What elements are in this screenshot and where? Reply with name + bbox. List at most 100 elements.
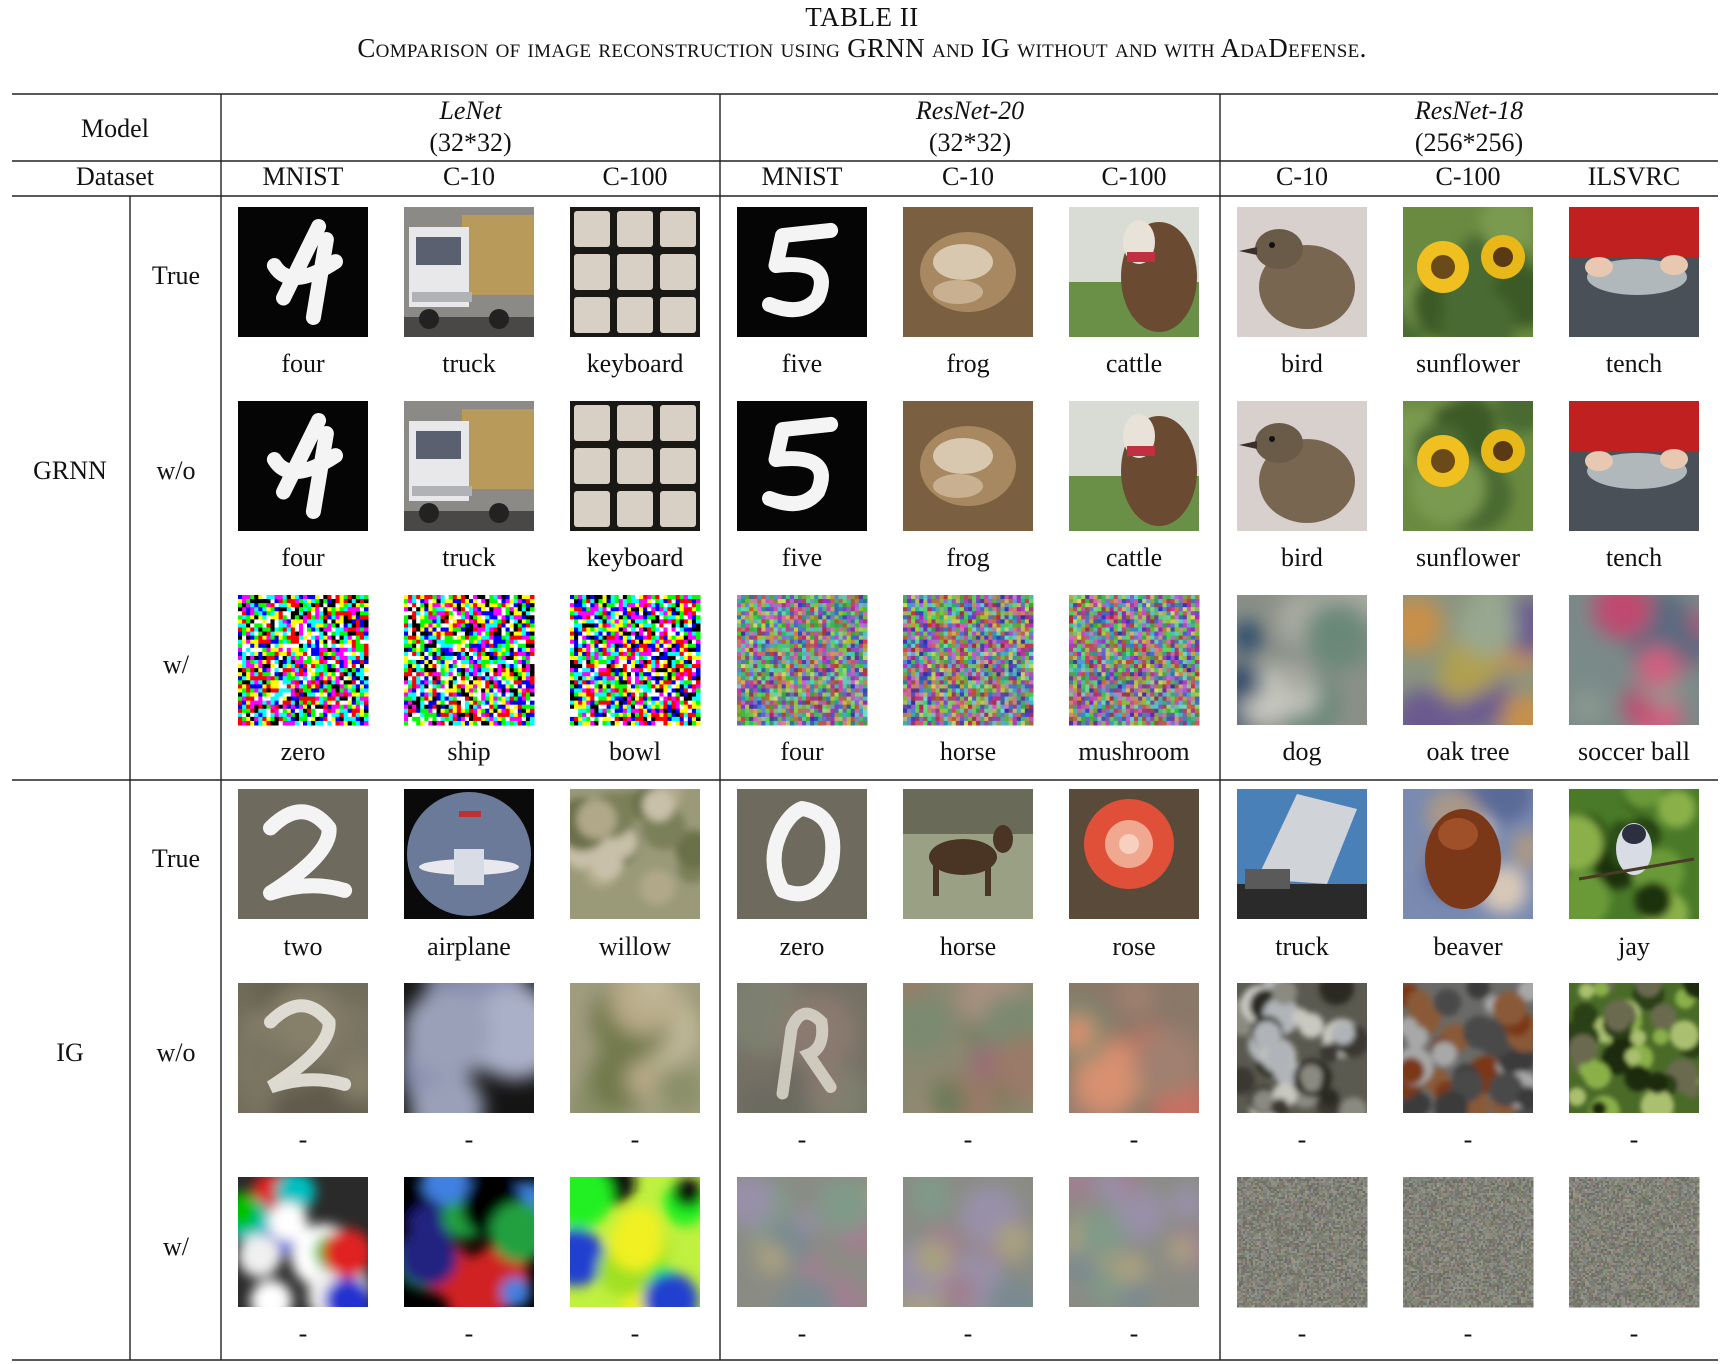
predicted-label: cattle — [1106, 349, 1162, 378]
predicted-label: keyboard — [587, 543, 684, 572]
reconstruction-image — [1069, 207, 1199, 337]
predicted-label: mushroom — [1078, 737, 1189, 766]
setting-label: w/o — [157, 456, 196, 485]
attack-method-label: IG — [56, 1038, 83, 1067]
reconstruction-image — [404, 983, 534, 1113]
predicted-label: oak tree — [1426, 737, 1509, 766]
table-number: TABLE II — [805, 2, 919, 32]
reconstruction-image — [737, 789, 867, 919]
reconstruction-image — [1569, 207, 1699, 337]
reconstruction-image — [1403, 401, 1533, 531]
dataset-name: C-100 — [1102, 162, 1167, 191]
predicted-label: zero — [281, 737, 326, 766]
predicted-label: - — [631, 1319, 640, 1348]
reconstruction-image — [903, 207, 1033, 337]
predicted-label: bird — [1281, 543, 1323, 572]
reconstruction-image — [1237, 1177, 1368, 1308]
reconstruction-image — [1069, 1177, 1199, 1307]
reconstruction-image — [404, 207, 534, 337]
reconstruction-image — [1237, 983, 1367, 1113]
reconstruction-image — [1403, 789, 1533, 919]
predicted-label: truck — [442, 349, 495, 378]
reconstruction-image — [1237, 789, 1367, 919]
reconstruction-image — [737, 401, 867, 531]
reconstruction-image — [737, 207, 867, 337]
predicted-label: willow — [599, 932, 671, 961]
dataset-name: MNIST — [263, 162, 344, 191]
predicted-label: frog — [946, 543, 989, 572]
reconstruction-image — [1569, 1177, 1700, 1308]
predicted-label: bowl — [609, 737, 661, 766]
model-name: LeNet — [438, 96, 502, 125]
predicted-label: jay — [1617, 932, 1650, 961]
predicted-label: - — [798, 1125, 807, 1154]
reconstruction-image — [737, 983, 867, 1113]
predicted-label: - — [1464, 1319, 1473, 1348]
reconstruction-image — [903, 983, 1033, 1113]
predicted-label: - — [1464, 1125, 1473, 1154]
predicted-label: two — [284, 932, 323, 961]
reconstruction-image — [404, 401, 534, 531]
reconstruction-image — [1403, 595, 1533, 725]
table-title: Comparison of image reconstruction using… — [357, 33, 1367, 63]
reconstruction-image — [903, 1177, 1033, 1307]
setting-label: True — [152, 261, 200, 290]
predicted-label: - — [1130, 1319, 1139, 1348]
reconstruction-image — [238, 207, 368, 337]
predicted-label: - — [465, 1319, 474, 1348]
reconstruction-image — [1403, 207, 1533, 337]
predicted-label: airplane — [427, 932, 511, 961]
predicted-label: cattle — [1106, 543, 1162, 572]
reconstruction-image — [1237, 595, 1367, 725]
predicted-label: four — [281, 543, 325, 572]
reconstruction-image — [238, 983, 368, 1113]
predicted-label: - — [1298, 1125, 1307, 1154]
reconstruction-image — [1237, 207, 1367, 337]
predicted-label: five — [782, 543, 822, 572]
dataset-header: Dataset — [76, 162, 155, 191]
predicted-label: keyboard — [587, 349, 684, 378]
setting-label: w/o — [157, 1038, 196, 1067]
reconstruction-image — [1069, 401, 1199, 531]
predicted-label: horse — [940, 737, 996, 766]
model-input-size: (256*256) — [1415, 128, 1523, 157]
reconstruction-image — [1403, 983, 1533, 1113]
predicted-label: - — [964, 1319, 973, 1348]
reconstruction-image — [1069, 789, 1199, 919]
predicted-label: four — [281, 349, 325, 378]
reconstruction-image — [570, 1177, 700, 1307]
reconstruction-image — [570, 789, 700, 919]
reconstruction-image — [1403, 1177, 1534, 1308]
model-input-size: (32*32) — [429, 128, 511, 157]
predicted-label: - — [1298, 1319, 1307, 1348]
reconstruction-image — [1569, 595, 1699, 725]
dataset-name: C-100 — [1436, 162, 1501, 191]
reconstruction-image — [238, 595, 369, 726]
attack-method-label: GRNN — [33, 456, 107, 485]
reconstruction-image — [238, 1177, 368, 1307]
predicted-label: beaver — [1433, 932, 1503, 961]
predicted-label: - — [1630, 1125, 1639, 1154]
setting-label: True — [152, 844, 200, 873]
predicted-label: five — [782, 349, 822, 378]
predicted-label: - — [299, 1125, 308, 1154]
reconstruction-image — [238, 401, 368, 531]
predicted-label: tench — [1606, 349, 1662, 378]
reconstruction-image — [570, 595, 701, 726]
predicted-label: truck — [442, 543, 495, 572]
predicted-label: horse — [940, 932, 996, 961]
reconstruction-image — [903, 789, 1033, 919]
predicted-label: - — [299, 1319, 308, 1348]
reconstruction-image — [570, 207, 700, 337]
predicted-label: tench — [1606, 543, 1662, 572]
predicted-label: - — [1130, 1125, 1139, 1154]
model-header: Model — [81, 114, 149, 143]
reconstruction-image — [1237, 401, 1367, 531]
dataset-name: MNIST — [762, 162, 843, 191]
reconstruction-image — [570, 983, 700, 1113]
setting-label: w/ — [163, 650, 190, 679]
predicted-label: - — [631, 1125, 640, 1154]
dataset-name: C-10 — [443, 162, 495, 191]
reconstruction-image — [737, 595, 868, 726]
reconstruction-image — [570, 401, 700, 531]
